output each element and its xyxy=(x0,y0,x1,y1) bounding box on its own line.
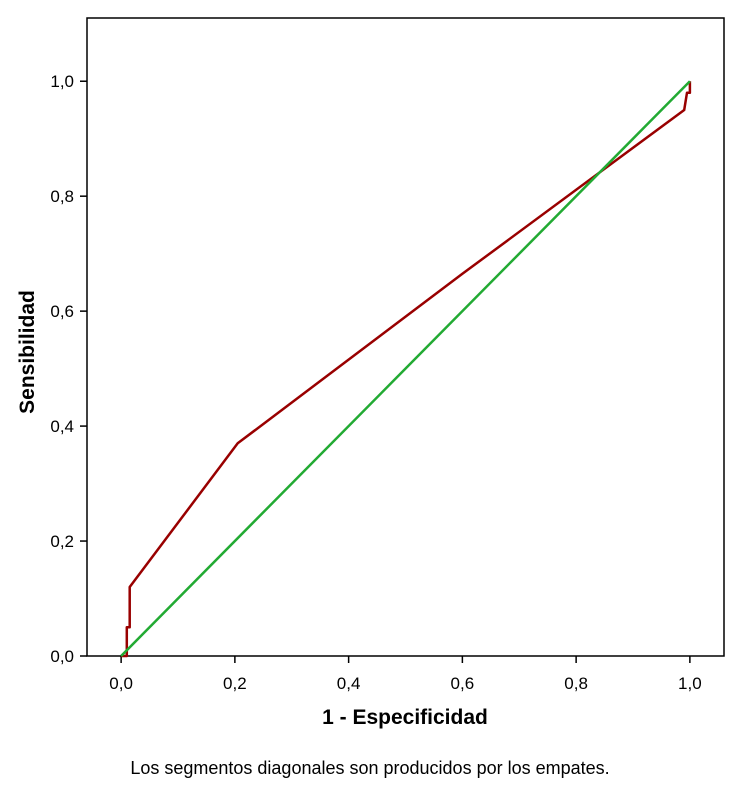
x-tick-label: 0,4 xyxy=(337,674,361,693)
reference-diagonal-line xyxy=(120,80,691,657)
y-tick-label: 0,4 xyxy=(50,417,74,436)
series-layer xyxy=(120,80,692,658)
x-tick-label: 0,8 xyxy=(564,674,588,693)
y-tick-label: 0,8 xyxy=(50,187,74,206)
roc-curve-line xyxy=(121,81,692,658)
y-tick-label: 1,0 xyxy=(50,72,74,91)
y-tick-label: 0,6 xyxy=(50,302,74,321)
footnote: Los segmentos diagonales son producidos … xyxy=(130,758,610,778)
x-tick-label: 0,6 xyxy=(451,674,475,693)
x-axis-ticks: 0,0 0,2 0,4 0,6 0,8 1,0 xyxy=(109,656,702,693)
x-tick-label: 0,0 xyxy=(109,674,133,693)
y-tick-label: 0,2 xyxy=(50,532,74,551)
x-tick-label: 1,0 xyxy=(678,674,702,693)
y-tick-label: 0,0 xyxy=(50,647,74,666)
y-axis-ticks: 0,0 0,2 0,4 0,6 0,8 1,0 xyxy=(50,72,87,666)
roc-chart: 0,0 0,2 0,4 0,6 0,8 1,0 0,0 0,2 0,4 0,6 0,8 1,0 1 … xyxy=(16,17,725,729)
y-axis-title: Sensibilidad xyxy=(16,290,39,414)
x-axis-title: 1 - Especificidad xyxy=(322,706,488,729)
plot-frame xyxy=(86,17,725,657)
x-tick-label: 0,2 xyxy=(223,674,247,693)
